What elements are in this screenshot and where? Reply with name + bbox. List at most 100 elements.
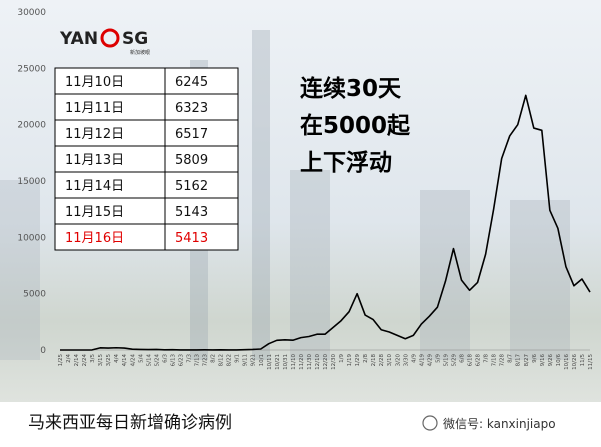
date-cell: 11月14日 — [65, 179, 124, 194]
date-cell: 11月11日 — [65, 101, 124, 116]
x-tick-label: 10/6 — [556, 354, 562, 367]
x-tick-label: 10/21 — [275, 354, 281, 370]
x-tick-label: 7/28 — [500, 354, 506, 367]
x-tick-label: 12/20 — [323, 354, 329, 370]
date-cell: 11月16日 — [65, 231, 124, 246]
date-cell: 11月10日 — [65, 75, 124, 90]
x-tick-label: 6/23 — [178, 354, 184, 367]
x-tick-label: 1/29 — [355, 354, 361, 367]
x-tick-label: 12/10 — [315, 354, 321, 370]
x-tick-label: 11/20 — [299, 354, 305, 370]
x-tick-label: 2/8 — [363, 354, 369, 363]
x-tick-label: 5/9 — [435, 354, 441, 363]
date-cell: 11月13日 — [65, 153, 124, 168]
x-tick-label: 1/25 — [58, 354, 64, 367]
value-cell: 6323 — [175, 101, 208, 116]
value-cell: 6517 — [175, 127, 208, 142]
y-tick-label: 15000 — [17, 177, 46, 187]
x-tick-label: 10/11 — [267, 354, 273, 370]
x-tick-label: 6/8 — [460, 354, 466, 363]
x-tick-label: 8/7 — [508, 354, 514, 363]
x-tick-label: 7/3 — [186, 354, 192, 363]
x-tick-label: 2/24 — [82, 354, 88, 367]
x-tick-label: 8/27 — [524, 354, 530, 367]
x-tick-label: 5/4 — [138, 354, 144, 363]
x-tick-label: 6/3 — [162, 354, 168, 363]
x-tick-label: 6/13 — [170, 354, 176, 367]
logo-text: SG — [122, 29, 148, 49]
logo-text: YAN — [59, 29, 98, 49]
caption: 马来西亚每日新增确诊病例 — [28, 413, 232, 433]
x-tick-label: 10/16 — [564, 354, 570, 370]
x-tick-label: 9/21 — [251, 354, 257, 366]
x-tick-label: 7/18 — [492, 354, 498, 367]
x-tick-label: 8/17 — [516, 354, 522, 367]
x-tick-label: 9/1 — [235, 354, 241, 363]
data-line — [60, 94, 591, 351]
x-tick-label: 2/14 — [74, 354, 80, 367]
x-tick-label: 10/31 — [283, 354, 289, 370]
date-cell: 11月15日 — [65, 205, 124, 220]
watermark: 微信号: kanxinjiapo — [443, 417, 556, 431]
x-tick-label: 8/22 — [227, 354, 233, 366]
x-tick-label: 7/13 — [195, 354, 201, 367]
x-tick-label: 5/19 — [443, 354, 449, 367]
y-tick-label: 0 — [40, 346, 46, 356]
x-tick-label: 11/5 — [580, 354, 586, 367]
value-cell: 5413 — [175, 231, 208, 246]
x-tick-label: 9/11 — [243, 354, 249, 366]
x-tick-label: 9/16 — [540, 354, 546, 367]
x-tick-label: 12/30 — [331, 354, 337, 370]
date-cell: 11月12日 — [65, 127, 124, 142]
y-tick-label: 20000 — [17, 121, 46, 131]
x-tick-label: 4/29 — [427, 354, 433, 367]
skyline — [0, 30, 570, 360]
logo: YAN SG 新加坡眼 — [59, 28, 150, 56]
x-tick-label: 7/23 — [203, 354, 209, 367]
x-tick-label: 4/9 — [411, 354, 417, 363]
value-cell: 5162 — [175, 179, 208, 194]
x-tick-label: 5/29 — [451, 354, 457, 367]
x-tick-label: 4/19 — [419, 354, 425, 367]
x-tick-label: 2/18 — [371, 354, 377, 367]
x-tick-label: 3/25 — [106, 354, 112, 367]
logo-icon — [100, 28, 120, 48]
annotation-line: 在5000起 — [300, 112, 411, 139]
x-tick-label: 11/30 — [307, 354, 313, 370]
y-tick-label: 30000 — [17, 8, 46, 18]
x-tick-label: 8/2 — [211, 354, 217, 363]
x-tick-label: 3/5 — [90, 354, 96, 363]
wechat-icon — [422, 415, 438, 431]
x-tick-label: 9/26 — [548, 354, 554, 367]
table: 11月10日 6245 11月11日 6323 11月12日 6517 11月13日 5809… — [54, 67, 239, 251]
x-tick-label: 2/4 — [66, 354, 72, 363]
x-tick-label: 3/30 — [403, 354, 409, 367]
value-cell: 5809 — [175, 153, 208, 168]
x-tick-label: 5/24 — [154, 354, 160, 367]
x-tick-label: 9/6 — [532, 354, 538, 363]
x-tick-label: 3/10 — [387, 354, 393, 367]
x-tick-label: 3/20 — [395, 354, 401, 367]
y-tick-label: 10000 — [17, 233, 46, 243]
x-tick-label: 10/26 — [572, 354, 578, 370]
footer — [0, 402, 601, 447]
x-tick-label: 11/10 — [291, 354, 297, 370]
x-tick-label: 6/28 — [476, 354, 482, 367]
x-tick-label: 4/24 — [130, 354, 136, 367]
annotation-line: 连续30天 — [300, 75, 402, 102]
value-cell: 5143 — [175, 205, 208, 220]
x-tick-label: 11/15 — [588, 354, 594, 370]
annotation: 连续30天 在5000起 上下浮动 — [300, 75, 411, 176]
value-cell: 6245 — [175, 75, 208, 90]
x-tick-label: 8/12 — [219, 354, 225, 366]
x-tick-label: 4/4 — [114, 354, 120, 363]
y-tick-label: 5000 — [23, 290, 46, 300]
x-tick-label: 7/8 — [484, 354, 490, 363]
x-tick-label: 3/15 — [98, 354, 104, 367]
x-tick-label: 5/14 — [146, 354, 152, 367]
x-tick-label: 1/19 — [347, 354, 353, 367]
annotation-line: 上下浮动 — [300, 149, 392, 176]
y-tick-label: 25000 — [17, 64, 46, 74]
